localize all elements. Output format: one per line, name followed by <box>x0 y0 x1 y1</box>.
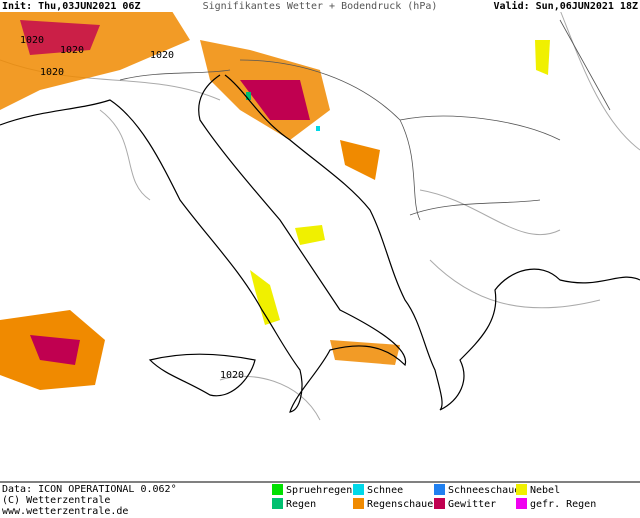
isobar-labels: 1020 1020 1020 1020 1020 <box>20 35 244 381</box>
legend-label: gefr. Regen <box>530 499 596 510</box>
isobar-label: 1020 <box>220 370 244 381</box>
legend-swatch <box>434 498 445 509</box>
init-time: Init: Thu,03JUN2021 06Z <box>2 0 140 12</box>
coastline-sicily <box>148 353 256 397</box>
legend-label: Gewitter <box>448 499 496 510</box>
legend-label: Spruehregen <box>286 485 352 496</box>
footer-line: Data: ICON OPERATIONAL 0.062° <box>2 484 177 495</box>
isobars <box>0 9 640 421</box>
legend-swatch <box>353 498 364 509</box>
legend-swatch <box>516 484 527 495</box>
footer-line: (C) Wetterzentrale <box>2 495 110 506</box>
footer-line: www.wetterzentrale.de <box>2 506 128 514</box>
header-bar <box>0 0 640 12</box>
legend-label: Schneeschauer <box>448 485 526 496</box>
map-title: Signifikantes Wetter + Bodendruck (hPa) <box>203 1 438 12</box>
coastline-balkans <box>224 74 640 411</box>
footer-bar <box>0 482 640 514</box>
legend-label: Schnee <box>367 485 403 496</box>
borders <box>119 19 611 221</box>
coastline-italy <box>0 74 407 413</box>
legend-swatch <box>272 484 283 495</box>
legend-swatch <box>434 484 445 495</box>
precipitation <box>0 8 550 390</box>
legend-label: Regen <box>286 499 316 510</box>
isobar-label: 1020 <box>150 50 174 61</box>
legend-swatch <box>353 484 364 495</box>
isobar-label: 1020 <box>40 67 64 78</box>
legend-label: Nebel <box>530 485 560 496</box>
legend-swatch <box>272 498 283 509</box>
isobar-label: 1020 <box>20 35 44 46</box>
isobar-label: 1020 <box>60 45 84 56</box>
legend-swatch <box>516 498 527 509</box>
footer: Data: ICON OPERATIONAL 0.062°(C) Wetterz… <box>2 484 177 517</box>
legend: Spruehregen Regen Schnee Regenschauer Schnee… <box>272 484 596 510</box>
legend-label: Regenschauer <box>367 499 439 510</box>
valid-time: Valid: Sun,06JUN2021 18Z <box>494 0 639 12</box>
